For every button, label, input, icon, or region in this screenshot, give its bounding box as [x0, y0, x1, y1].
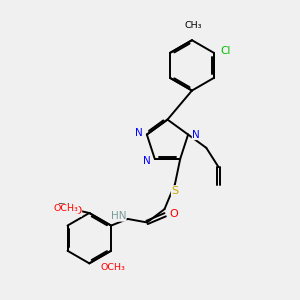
Text: OCH₃: OCH₃	[53, 204, 78, 213]
Text: S: S	[171, 186, 178, 196]
Text: CH₃: CH₃	[56, 203, 74, 212]
Text: CH₃: CH₃	[185, 21, 202, 30]
Text: N: N	[143, 155, 151, 166]
Text: O: O	[169, 209, 178, 219]
Text: OCH₃: OCH₃	[100, 263, 125, 272]
Text: O: O	[74, 206, 82, 216]
Text: N: N	[192, 130, 200, 140]
Text: HN: HN	[110, 211, 126, 221]
Text: Cl: Cl	[220, 46, 230, 56]
Text: N: N	[135, 128, 143, 138]
